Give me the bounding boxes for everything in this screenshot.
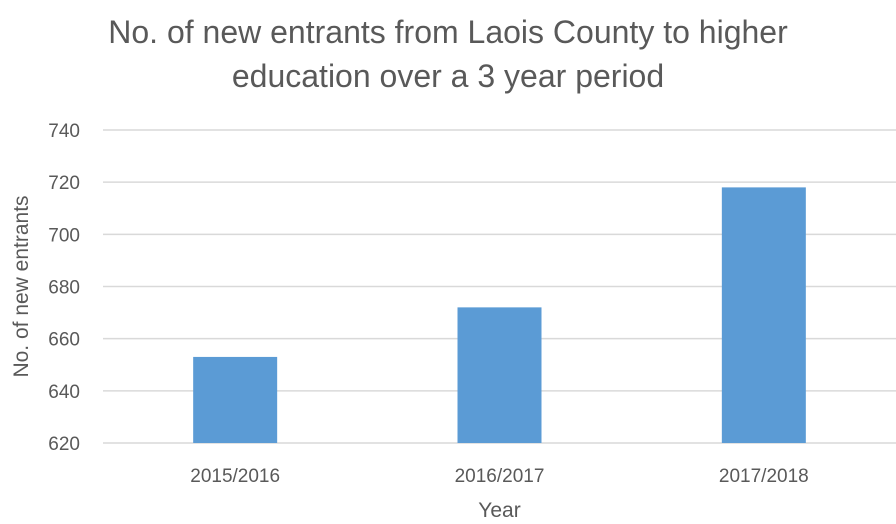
y-tick-label: 640 [48, 382, 80, 403]
y-tick-label: 700 [48, 225, 80, 246]
y-axis-title: No. of new entrants [10, 195, 33, 377]
chart-title-line-1: No. of new entrants from Laois County to… [108, 14, 788, 50]
y-tick-label: 740 [48, 121, 80, 142]
y-tick-label: 620 [48, 434, 80, 455]
chart-title-line-2: education over a 3 year period [231, 58, 665, 94]
x-axis-title: Year [478, 499, 520, 522]
bars [193, 187, 806, 443]
y-tick-label: 680 [48, 278, 80, 299]
bar-2016-2017 [457, 307, 542, 443]
x-tick-labels: 2015/2016 2016/2017 2017/2018 [190, 466, 808, 487]
bar-2017-2018 [721, 187, 806, 443]
chart-title: No. of new entrants from Laois County to… [0, 10, 896, 98]
x-tick-label: 2015/2016 [190, 466, 280, 487]
y-tick-labels: 620 640 660 680 700 720 740 [48, 121, 80, 455]
x-tick-label: 2016/2017 [455, 466, 545, 487]
bar-2015-2016 [193, 356, 278, 443]
y-tick-label: 660 [48, 330, 80, 351]
y-tick-label: 720 [48, 173, 80, 194]
x-tick-label: 2017/2018 [719, 466, 809, 487]
